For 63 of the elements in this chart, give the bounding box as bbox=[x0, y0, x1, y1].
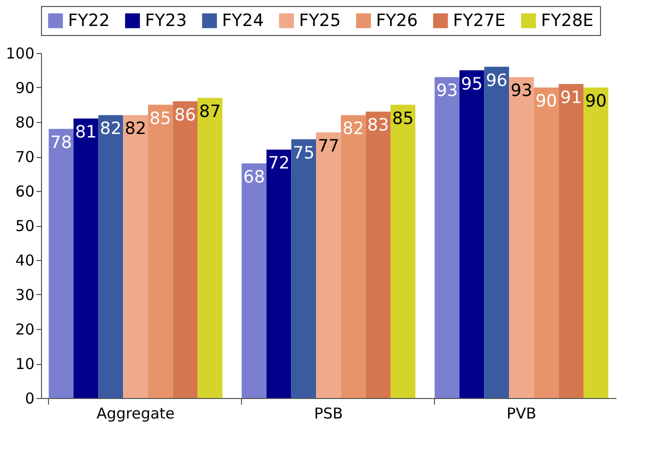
legend-label: FY25 bbox=[299, 10, 341, 31]
bar bbox=[434, 77, 460, 398]
y-tick-label: 50 bbox=[15, 217, 34, 235]
y-tick-label: 90 bbox=[15, 79, 34, 97]
data-label: 82 bbox=[100, 119, 122, 140]
data-label: 90 bbox=[585, 92, 607, 112]
bar bbox=[583, 88, 608, 398]
legend-label: FY23 bbox=[145, 10, 187, 31]
bar bbox=[123, 115, 148, 398]
bar bbox=[291, 139, 316, 398]
data-label: 83 bbox=[367, 116, 389, 136]
legend-label: FY27E bbox=[453, 10, 506, 31]
y-tick-label: 80 bbox=[15, 114, 34, 132]
bar bbox=[340, 115, 366, 398]
data-label: 93 bbox=[510, 81, 532, 102]
bar bbox=[74, 118, 98, 398]
bar bbox=[98, 115, 124, 398]
y-tick-label: 100 bbox=[6, 44, 34, 62]
data-label: 93 bbox=[436, 81, 458, 102]
data-label: 81 bbox=[75, 122, 97, 143]
data-label: 86 bbox=[174, 105, 196, 126]
bar bbox=[266, 150, 292, 398]
data-label: 87 bbox=[199, 102, 221, 122]
bar bbox=[198, 98, 222, 398]
legend-label: FY22 bbox=[68, 10, 110, 31]
bar bbox=[390, 104, 416, 398]
bar bbox=[558, 84, 584, 398]
y-tick-label: 40 bbox=[15, 252, 34, 270]
data-label: 77 bbox=[318, 136, 340, 156]
x-tick-label: PSB bbox=[314, 404, 343, 422]
data-label: 91 bbox=[560, 88, 582, 108]
bar bbox=[534, 88, 559, 398]
data-label: 75 bbox=[292, 143, 315, 164]
data-label: 82 bbox=[124, 119, 146, 140]
bar bbox=[484, 66, 510, 398]
data-label: 85 bbox=[150, 108, 172, 129]
bar bbox=[48, 128, 74, 398]
x-tick-label: Aggregate bbox=[96, 404, 175, 422]
data-label: 95 bbox=[461, 74, 483, 94]
y-tick-label: 20 bbox=[15, 320, 34, 338]
legend-label: FY26 bbox=[376, 10, 418, 31]
x-tick-label: PVB bbox=[506, 404, 536, 422]
bar bbox=[509, 77, 534, 398]
bar bbox=[316, 132, 341, 398]
bar bbox=[366, 112, 391, 398]
bar bbox=[148, 104, 173, 398]
y-tick-label: 10 bbox=[15, 355, 34, 373]
y-tick-label: 70 bbox=[15, 148, 34, 166]
data-label: 96 bbox=[486, 70, 508, 91]
y-tick-label: 30 bbox=[15, 286, 34, 304]
bar bbox=[242, 163, 266, 398]
data-label: 90 bbox=[535, 92, 558, 112]
bar bbox=[172, 101, 198, 398]
data-label: 72 bbox=[268, 154, 290, 174]
bar bbox=[459, 70, 484, 398]
data-label: 78 bbox=[50, 132, 72, 153]
data-label: 85 bbox=[392, 108, 414, 129]
legend-label: FY24 bbox=[222, 10, 264, 31]
data-label: 68 bbox=[243, 167, 265, 188]
legend-label: FY28E bbox=[541, 10, 594, 31]
y-tick-label: 0 bbox=[24, 390, 34, 408]
data-label: 82 bbox=[342, 119, 364, 140]
y-tick-label: 60 bbox=[15, 182, 34, 200]
